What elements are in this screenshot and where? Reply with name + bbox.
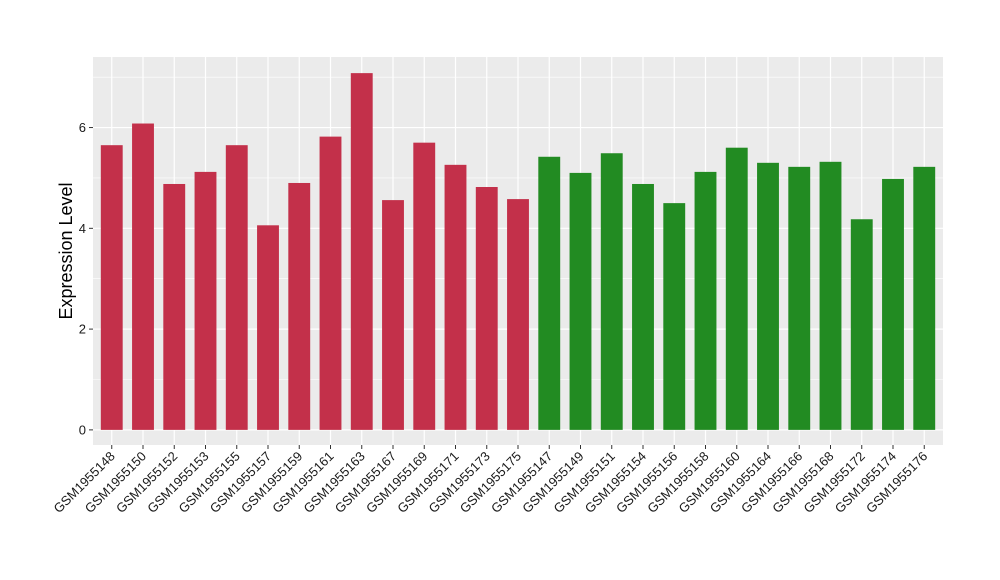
bar-GSM1955150 <box>132 123 154 430</box>
bar-GSM1955175 <box>507 199 529 430</box>
bar-GSM1955160 <box>725 147 748 430</box>
bar-GSM1955173 <box>475 187 498 430</box>
bar-GSM1955171 <box>444 164 467 430</box>
bar-GSM1955152 <box>163 183 186 430</box>
bar-GSM1955148 <box>100 145 123 430</box>
y-axis-title: Expression Level <box>56 182 76 319</box>
bar-GSM1955155 <box>225 145 248 430</box>
bar-GSM1955154 <box>632 183 654 430</box>
y-tick-label: 0 <box>79 422 86 437</box>
bars <box>100 73 936 430</box>
bar-GSM1955176 <box>913 166 936 430</box>
bar-GSM1955158 <box>694 171 717 430</box>
bar-GSM1955166 <box>788 166 811 430</box>
bar-GSM1955163 <box>350 73 373 430</box>
bar-GSM1955168 <box>819 161 842 430</box>
y-tick-label: 2 <box>79 322 86 337</box>
x-axis: GSM1955148GSM1955150GSM1955152GSM1955153… <box>51 445 930 516</box>
y-tick-label: 6 <box>79 120 86 135</box>
bar-GSM1955156 <box>663 203 686 430</box>
bar-GSM1955153 <box>194 171 217 430</box>
bar-GSM1955169 <box>413 142 436 430</box>
y-tick-label: 4 <box>79 221 86 236</box>
bar-GSM1955157 <box>257 225 279 430</box>
bar-GSM1955164 <box>757 162 779 430</box>
bar-GSM1955174 <box>882 178 904 430</box>
bar-GSM1955151 <box>600 153 623 430</box>
bar-GSM1955147 <box>538 156 561 430</box>
bar-GSM1955172 <box>850 219 873 430</box>
y-axis: 0 2 4 6 <box>79 120 93 437</box>
bar-GSM1955149 <box>569 172 592 430</box>
bar-GSM1955159 <box>288 182 311 430</box>
bar-GSM1955161 <box>319 136 342 430</box>
bar-GSM1955167 <box>382 200 404 430</box>
